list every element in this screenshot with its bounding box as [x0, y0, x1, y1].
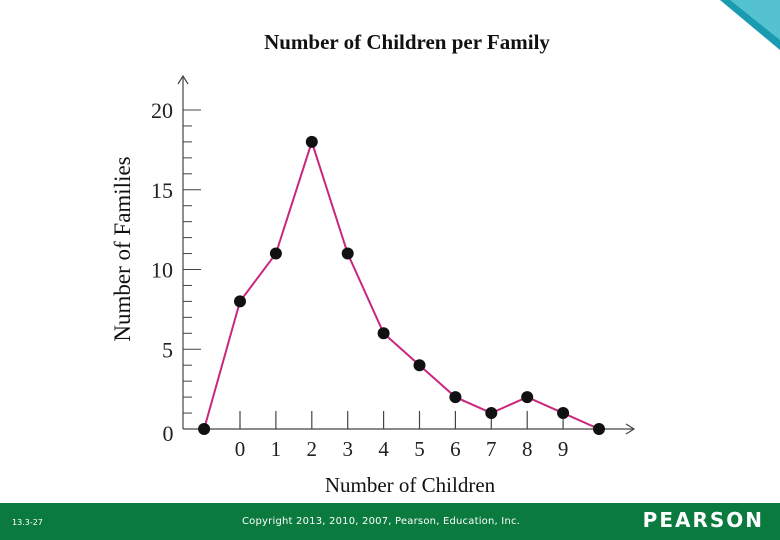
slide-number: 13.3-27	[12, 518, 43, 527]
x-tick-label: 9	[558, 437, 569, 461]
data-point	[485, 407, 498, 420]
x-tick-label: 3	[342, 437, 353, 461]
y-tick-label: 10	[151, 258, 173, 283]
copyright-text: Copyright 2013, 2010, 2007, Pearson, Edu…	[242, 516, 521, 527]
data-point	[234, 295, 246, 308]
chart-title: Number of Children per Family	[264, 30, 550, 54]
data-point	[305, 135, 318, 148]
brand-logo: PEARSON	[642, 508, 764, 532]
data-point	[413, 359, 426, 372]
y-tick-label: 15	[151, 178, 173, 203]
data-point	[593, 423, 605, 435]
data-point	[377, 327, 390, 340]
chart-series	[198, 135, 605, 435]
x-tick-label: 1	[271, 437, 282, 461]
x-tick-label: 6	[450, 437, 461, 461]
x-tick-label: 7	[486, 437, 497, 461]
y-tick-label: 5	[162, 337, 173, 362]
y-axis-arrow	[177, 74, 189, 85]
data-point	[449, 391, 462, 404]
x-axis-arrow	[625, 423, 636, 435]
x-tick-label: 8	[522, 437, 533, 461]
footer-bar: 13.3-27 Copyright 2013, 2010, 2007, Pear…	[0, 503, 780, 540]
x-tick-label: 2	[307, 437, 318, 461]
origin-label: 0	[163, 421, 174, 446]
x-axis-label: Number of Children	[325, 473, 496, 497]
x-tick-label: 0	[235, 437, 246, 461]
y-tick-label: 20	[151, 98, 173, 123]
x-tick-label: 5	[414, 437, 425, 461]
data-point	[269, 247, 282, 260]
y-axis-label: Number of Families	[110, 156, 135, 341]
data-point	[521, 391, 534, 404]
data-point	[557, 407, 570, 420]
data-point	[341, 247, 354, 260]
series-line	[203, 138, 600, 430]
corner-accent	[720, 0, 780, 50]
data-point	[198, 423, 211, 435]
x-tick-label: 4	[378, 437, 389, 461]
